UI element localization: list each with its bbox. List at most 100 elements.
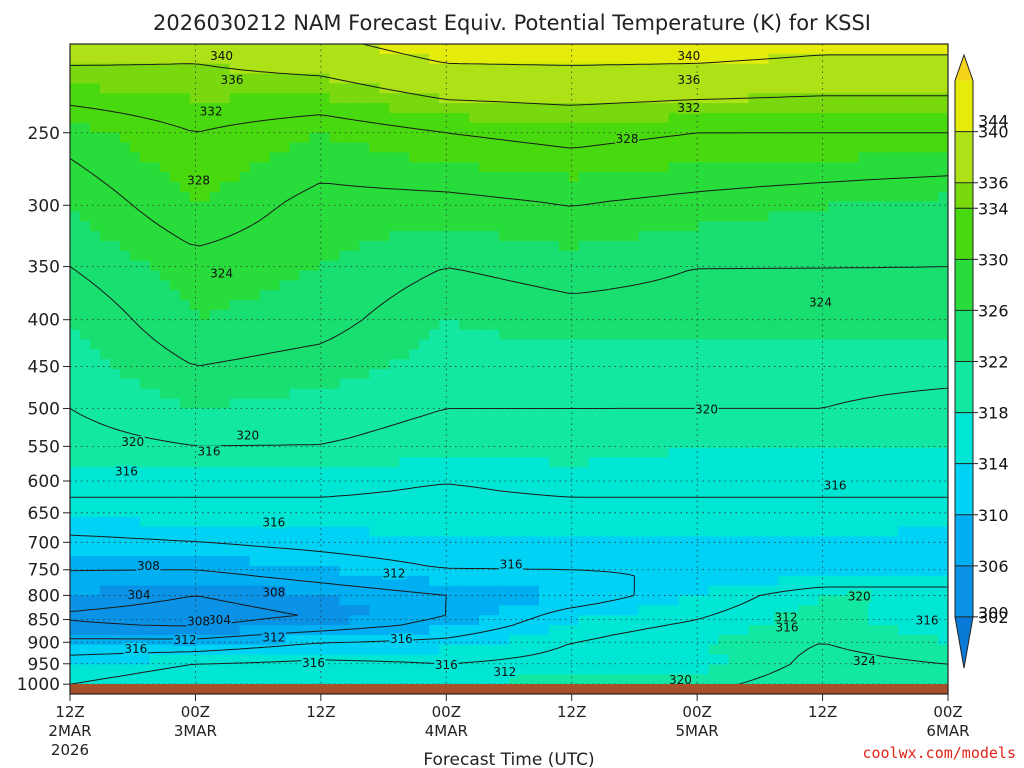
field-cell xyxy=(119,73,131,84)
field-cell xyxy=(249,378,261,390)
field-cell xyxy=(868,378,879,390)
field-cell xyxy=(878,565,889,577)
field-cell xyxy=(209,300,221,311)
field-cell xyxy=(309,211,321,222)
field-cell xyxy=(768,378,779,390)
field-cell xyxy=(868,63,879,75)
field-cell xyxy=(99,585,111,597)
field-cell xyxy=(788,221,799,232)
field-cell xyxy=(149,191,161,203)
field-cell xyxy=(518,497,530,508)
field-cell xyxy=(299,44,311,55)
field-cell xyxy=(419,359,430,370)
field-cell xyxy=(179,378,191,390)
field-cell xyxy=(399,142,410,153)
field-cell xyxy=(568,201,580,213)
field-cell xyxy=(299,103,311,114)
field-cell xyxy=(269,369,281,380)
field-cell xyxy=(588,408,600,419)
field-cell xyxy=(349,280,360,291)
field-cell xyxy=(828,172,839,183)
field-cell xyxy=(389,506,400,518)
field-cell xyxy=(838,467,849,478)
field-cell xyxy=(139,221,151,232)
field-cell xyxy=(359,359,370,370)
field-cell xyxy=(289,487,301,498)
field-cell xyxy=(678,122,690,134)
field-cell xyxy=(219,526,231,538)
field-cell xyxy=(109,270,121,281)
field-cell xyxy=(548,172,560,183)
field-cell xyxy=(509,477,520,488)
field-cell xyxy=(828,398,839,409)
field-cell xyxy=(848,526,859,538)
field-cell xyxy=(718,369,730,380)
field-cell xyxy=(189,63,201,75)
field-cell xyxy=(359,487,370,498)
field-cell xyxy=(598,477,610,488)
field-cell xyxy=(70,408,81,419)
field-cell xyxy=(479,300,490,311)
field-cell xyxy=(159,73,171,84)
field-cell xyxy=(259,162,271,173)
field-cell xyxy=(518,339,530,350)
field-cell xyxy=(788,142,799,153)
field-cell xyxy=(688,378,700,390)
field-cell xyxy=(718,467,730,478)
field-cell xyxy=(179,398,191,409)
field-cell xyxy=(718,329,730,341)
field-cell xyxy=(648,250,660,262)
field-cell xyxy=(918,378,929,390)
field-cell xyxy=(309,44,321,55)
field-cell xyxy=(828,497,839,508)
field-cell xyxy=(70,93,81,104)
field-cell xyxy=(479,497,490,508)
field-cell xyxy=(768,575,779,587)
field-cell xyxy=(89,447,101,459)
field-cell xyxy=(588,506,600,518)
field-cell xyxy=(908,477,919,488)
field-cell xyxy=(349,309,360,321)
field-cell xyxy=(79,398,91,409)
field-cell xyxy=(908,240,919,252)
field-cell xyxy=(528,73,540,84)
field-cell xyxy=(459,63,470,75)
field-cell xyxy=(299,536,311,547)
field-cell xyxy=(538,526,550,538)
field-cell xyxy=(339,73,350,84)
field-cell xyxy=(319,152,331,163)
field-cell xyxy=(219,300,231,311)
field-cell xyxy=(469,181,480,193)
field-cell xyxy=(259,300,271,311)
field-cell xyxy=(868,556,879,567)
field-cell xyxy=(688,428,700,439)
field-cell xyxy=(718,516,730,528)
field-cell xyxy=(179,162,191,173)
field-cell xyxy=(499,280,510,291)
field-cell xyxy=(878,181,889,193)
field-cell xyxy=(608,477,620,488)
field-cell xyxy=(518,447,530,459)
field-cell xyxy=(668,526,680,538)
field-cell xyxy=(99,73,111,84)
field-cell xyxy=(538,418,550,429)
field-cell xyxy=(678,112,690,124)
field-cell xyxy=(219,63,231,75)
field-cell xyxy=(658,162,670,173)
field-cell xyxy=(399,388,410,400)
field-cell xyxy=(419,526,430,538)
field-cell xyxy=(399,83,410,94)
field-cell xyxy=(558,378,570,390)
field-cell xyxy=(798,290,809,301)
field-cell xyxy=(668,319,680,331)
field-cell xyxy=(938,290,948,301)
field-cell xyxy=(309,300,321,311)
field-cell xyxy=(658,172,670,183)
field-cell xyxy=(369,53,380,65)
field-cell xyxy=(678,240,690,252)
field-cell xyxy=(189,418,201,429)
field-cell xyxy=(638,359,650,370)
field-cell xyxy=(149,398,161,409)
field-cell xyxy=(618,506,630,518)
field-cell xyxy=(299,388,311,400)
